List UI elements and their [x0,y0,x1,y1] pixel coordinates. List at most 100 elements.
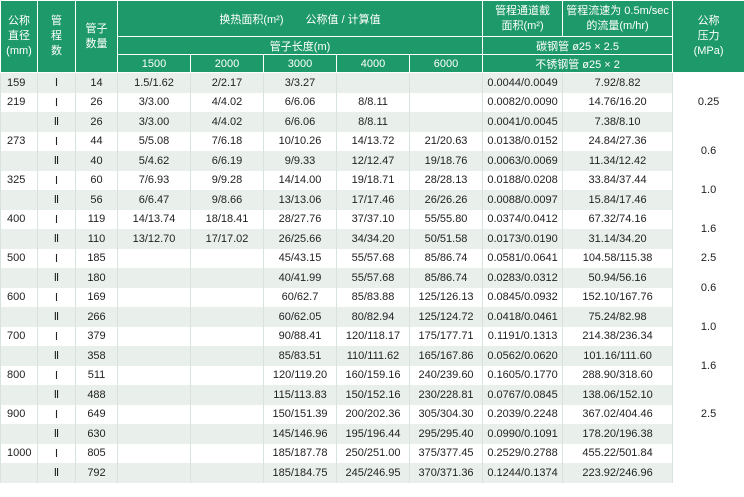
table-cell: 45/43.15 [263,248,337,268]
table-cell: 119 [75,209,118,229]
table-cell: 10/10.26 [263,131,337,151]
table-cell: 0.0044/0.0049 [482,72,564,93]
table-cell [0,268,38,288]
table-cell: 3/3.27 [263,72,337,93]
table-cell: 8/8.11 [336,112,410,132]
table-cell [117,326,191,346]
table-cell [117,365,191,385]
table-cell: 0.0418/0.0461 [482,307,564,327]
table-cell: Ⅰ [37,170,76,190]
table-cell: 0.0088/0.0097 [482,190,564,210]
table-cell: 9/8.66 [190,190,264,210]
pressure-cell: 1.6 [672,346,744,385]
table-cell: Ⅰ [37,72,76,93]
table-cell: 0.2529/0.2788 [482,443,564,463]
table-row: 400 Ⅰ 119 14/13.74 18/18.41 28/27.76 37/37.10 5… [0,209,744,249]
table-cell: 370/371.36 [408,463,484,483]
table-cell: 0.0845/0.0932 [482,287,564,307]
table-cell [117,463,191,483]
table-cell: 33.84/37.44 [562,170,674,190]
table-cell: 26 [75,112,118,132]
table-cell: 488 [75,385,118,405]
table-cell: 273 [0,131,38,151]
table-cell: 12/12.47 [336,151,410,171]
table-cell: 125/124.72 [408,307,484,327]
table-cell: 80/82.94 [336,307,410,327]
table-cell: 159 [0,72,38,93]
pressure-cell: 0.6 [672,268,744,307]
table-cell: 185 [75,248,118,268]
table-cell [190,248,264,268]
table-cell: Ⅰ [37,287,76,307]
table-row: 600 Ⅰ 169 60/62.7 85/83.88 125/126.13 0.0845/0… [0,287,744,307]
table-cell: 295/295.40 [408,424,484,444]
table-cell: 160/159.16 [336,365,410,385]
table-cell: 9/9.28 [190,170,264,190]
table-cell: 0.0173/0.0190 [482,229,564,249]
table-cell: 50/51.58 [408,229,484,249]
table-row: Ⅱ 266 60/62.05 80/82.94 125/124.72 0.0418/0.0… [0,307,744,346]
header-passes: 管程数 [37,0,76,73]
table-cell: 175/177.71 [408,326,484,346]
table-cell: 9/9.33 [263,151,337,171]
table-cell: 55/57.68 [336,248,410,268]
header-tube-length: 管子长度(m) [116,36,484,55]
table-cell: 37/37.10 [336,209,410,229]
table-cell [117,404,191,424]
header-tubes: 管子 数量 [75,0,118,73]
table-cell [190,404,264,424]
table-cell [190,268,264,288]
table-cell: 4/4.02 [190,112,264,132]
pressure-cell: 2.5 [672,385,744,444]
table-cell: 455.22/501.84 [562,443,674,463]
table-cell: 5/5.08 [117,131,191,151]
table-cell: 0.0990/0.1091 [482,424,564,444]
table-row: Ⅱ 56 6/6.47 9/8.66 13/13.06 17/17.46 26/26.26 0… [0,190,744,210]
table-cell [190,346,264,366]
table-cell: Ⅱ [37,463,76,483]
header-carbon: 碳钢管 ø25 × 2.5 [482,36,674,55]
table-cell: 6/6.06 [263,112,337,132]
table-cell [0,112,38,132]
table-cell: 800 [0,365,38,385]
header-length-2000: 2000 [190,54,264,73]
spec-table: 公称 直径 (mm) 管程数 管子 数量 换热面积(m²) 公称值 / 计算值 管程通… [0,0,744,483]
table-cell: 178.20/196.38 [562,424,674,444]
table-cell: 7.38/8.10 [562,112,674,132]
table-cell [117,424,191,444]
table-row: 800 Ⅰ 511 120/119.20 160/159.16 240/239.60 0.1… [0,365,744,385]
table-cell: 230/228.81 [408,385,484,405]
table-cell: 511 [75,365,118,385]
table-cell: 4/4.02 [190,92,264,112]
table-cell: Ⅰ [37,248,76,268]
table-cell [336,72,410,93]
table-cell: 0.0562/0.0620 [482,346,564,366]
table-cell: 152.10/167.76 [562,287,674,307]
table-cell [190,443,264,463]
table-cell: 56 [75,190,118,210]
table-row: Ⅱ 180 40/41.99 55/57.68 85/86.74 0.0283/0.031… [0,268,744,307]
pressure-cell: 1.6 [672,209,744,249]
table-cell [0,346,38,366]
table-cell: 13/12.70 [117,229,191,249]
table-cell [408,112,484,132]
table-cell: 60/62.7 [263,287,337,307]
table-cell: 325 [0,170,38,190]
table-cell [408,92,484,112]
table-row: Ⅱ 792 185/184.75 245/246.95 370/371.36 0.1244… [0,463,744,483]
header-area: 换热面积(m²) 公称值 / 计算值 [116,0,484,37]
table-cell: 649 [75,404,118,424]
table-cell: 900 [0,404,38,424]
table-cell: 26 [75,92,118,112]
header-dn: 公称 直径 (mm) [0,0,38,73]
table-cell [117,287,191,307]
table-cell: 379 [75,326,118,346]
table-cell: 245/246.95 [336,463,410,483]
table-cell [190,385,264,405]
table-cell [190,287,264,307]
header-length-1500: 1500 [117,54,191,73]
table-cell: 60 [75,170,118,190]
table-cell: 185/187.78 [263,443,337,463]
table-cell: Ⅰ [37,326,76,346]
table-cell [0,190,38,210]
